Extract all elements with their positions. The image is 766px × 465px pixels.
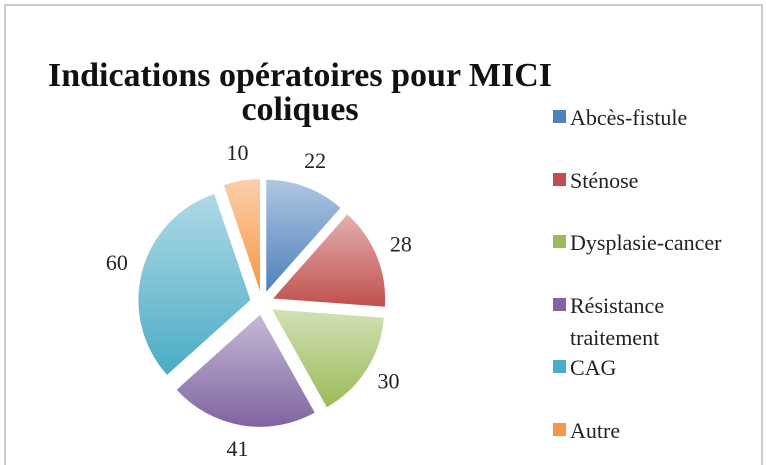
chart-title: Indications opératoires pour MICI colique… <box>48 57 552 128</box>
legend-label: Abcès-fistule <box>570 105 688 130</box>
legend-swatch <box>553 110 566 123</box>
legend: Abcès-fistule Sténose Dysplasie-cancer Rési… <box>550 100 750 465</box>
pie-slice <box>273 214 386 307</box>
pie-slice <box>176 314 315 427</box>
pie-slice <box>223 179 261 292</box>
legend-swatch <box>553 172 566 186</box>
legend-item: Dysplasie-cancer <box>550 225 750 288</box>
legend-item: CAG <box>550 350 750 413</box>
pie-slice <box>266 179 341 292</box>
data-label: 30 <box>377 369 399 394</box>
pie-slice <box>138 193 251 375</box>
chart-border <box>4 4 763 465</box>
legend-swatch <box>553 422 566 436</box>
legend-label: Résistance traitement <box>570 292 665 350</box>
data-label: 28 <box>390 232 412 257</box>
data-label: 22 <box>304 148 326 173</box>
data-label: 10 <box>226 140 248 165</box>
data-label: 41 <box>226 436 248 461</box>
legend-label: CAG <box>570 355 617 380</box>
pie-slice <box>272 309 384 408</box>
data-label: 60 <box>106 250 128 275</box>
legend-swatch <box>553 297 566 311</box>
legend-item: Autre <box>550 413 750 465</box>
legend-swatch <box>553 235 566 248</box>
legend-swatch <box>553 360 566 373</box>
legend-label: Sténose <box>570 167 639 193</box>
legend-item: Sténose <box>550 163 750 226</box>
legend-item: Abcès-fistule <box>550 100 750 163</box>
legend-label: Dysplasie-cancer <box>570 230 722 255</box>
legend-label: Autre <box>570 417 621 443</box>
legend-item: Résistance traitement <box>550 288 750 351</box>
